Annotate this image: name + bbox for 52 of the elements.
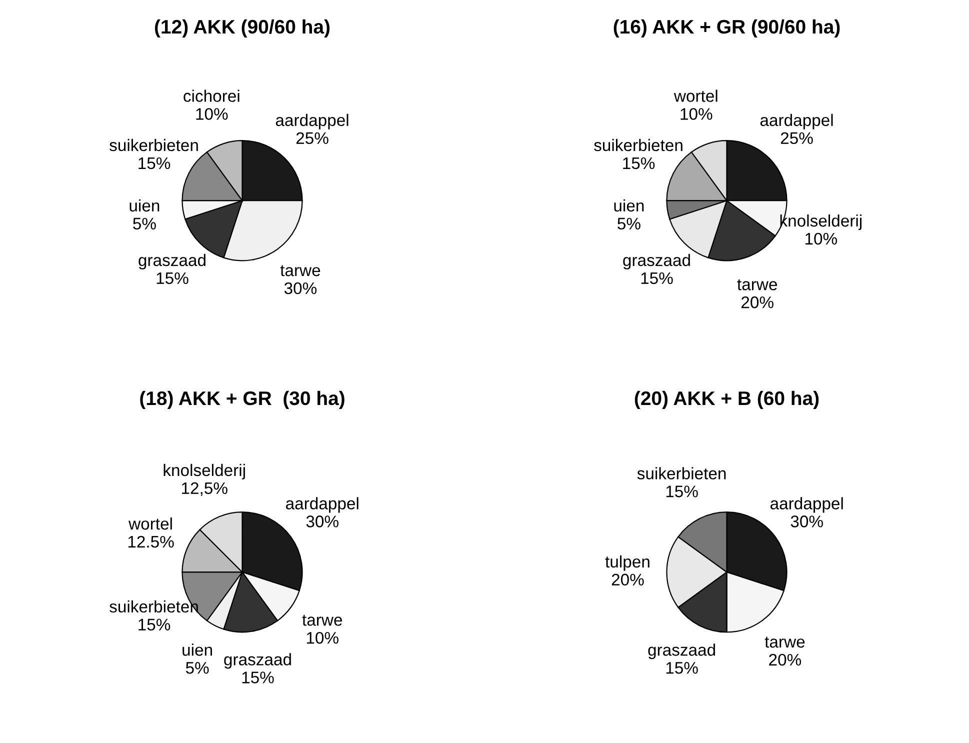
data-label: 20% — [612, 574, 644, 586]
data-label: 20% — [742, 296, 774, 308]
slice-label: suikerbieten — [594, 138, 682, 152]
slice-label: aardappel — [286, 497, 358, 513]
data-label: 12.5% — [128, 536, 174, 548]
data-label: 12,5% — [182, 482, 228, 496]
data-label: 15% — [138, 618, 170, 631]
slice-label: tarwe — [737, 279, 777, 290]
chart-title: (20) AKK + B (60 ha) — [634, 390, 819, 410]
slice-label: suikerbieten — [110, 138, 198, 152]
slice-label: tarwe — [764, 636, 805, 648]
data-label: 30% — [306, 516, 338, 528]
slice-label: graszaad — [648, 644, 716, 660]
data-label: 15% — [666, 662, 698, 674]
data-label: 10% — [196, 108, 228, 120]
chart-title: (16) AKK + GR (90/60 ha) — [614, 19, 840, 38]
data-label: 5% — [133, 218, 156, 230]
slice-label: graszaad — [224, 653, 291, 669]
slice-label: aardappel — [760, 114, 833, 130]
slice-label: aardappel — [770, 497, 843, 513]
slice-label: uien — [182, 644, 212, 656]
slice-label: suikerbieten — [637, 467, 726, 480]
data-label: 5% — [618, 218, 640, 230]
data-label: 15% — [138, 157, 170, 170]
slice-label: knolselderij — [164, 464, 245, 480]
data-label: 5% — [186, 662, 209, 674]
data-label: 15% — [641, 272, 673, 284]
data-label: 25% — [296, 132, 328, 144]
data-label: 20% — [769, 654, 802, 666]
data-label: 10% — [306, 632, 338, 644]
data-label: 15% — [156, 272, 188, 284]
chart-title: (12) AKK (90/60 ha) — [154, 19, 330, 38]
slice-label: aardappel — [276, 114, 348, 130]
slice-label: graszaad — [623, 254, 690, 270]
data-label: 10% — [680, 108, 712, 120]
slice-label: cichorei — [184, 90, 240, 102]
data-label: 15% — [242, 672, 274, 684]
slice-label: graszaad — [138, 254, 206, 270]
slice-label: wortel — [674, 90, 718, 102]
data-label: 30% — [284, 282, 317, 294]
data-label: 30% — [790, 516, 823, 528]
data-label: 15% — [623, 157, 655, 170]
data-label: 15% — [666, 486, 698, 498]
slice-label: uien — [614, 199, 644, 212]
data-label: 10% — [806, 232, 838, 245]
slice-label: wortel — [128, 517, 172, 530]
slice-label: uien — [130, 199, 160, 212]
slice-label: tulpen — [605, 555, 650, 571]
slice-label: tarwe — [280, 265, 320, 276]
slice-label: tarwe — [302, 614, 342, 626]
data-label: 25% — [780, 132, 813, 144]
chart-title: (18) AKK + GR (30 ha) — [140, 390, 344, 410]
